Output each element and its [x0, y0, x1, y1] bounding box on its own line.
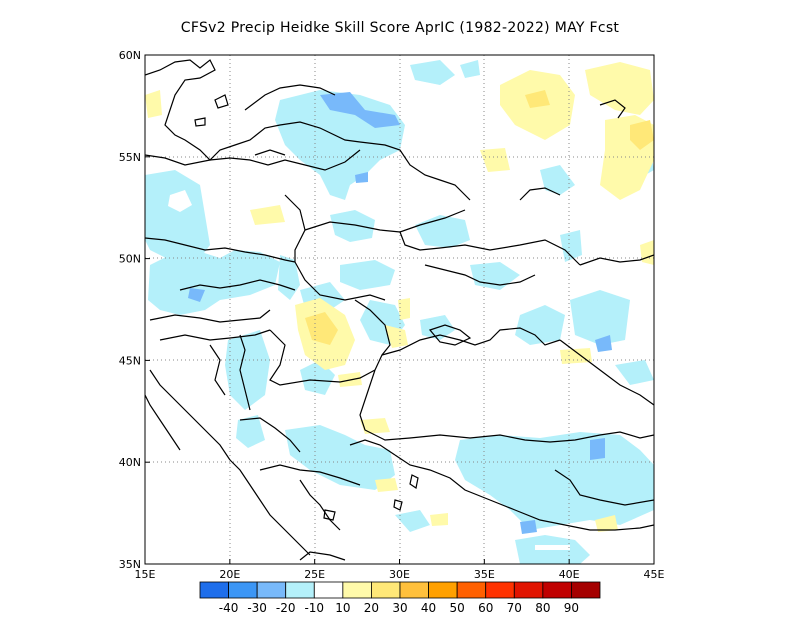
x-tick-label: 25E	[304, 568, 325, 581]
colorbar-label: 40	[421, 601, 436, 615]
colorbar-label: 10	[335, 601, 350, 615]
y-axis-ticks: 60N 55N 50N 45N 40N 35N	[119, 49, 150, 571]
x-tick-label: 15E	[135, 568, 156, 581]
y-tick-label: 50N	[119, 253, 141, 266]
x-tick-label: 20E	[219, 568, 240, 581]
colorbar-label: 20	[364, 601, 379, 615]
y-tick-label: 60N	[119, 49, 141, 62]
map-title: CFSv2 Precip Heidke Skill Score AprIC (1…	[180, 20, 620, 36]
colorbar-label: 80	[535, 601, 550, 615]
x-tick-label: 30E	[389, 568, 410, 581]
colorbar-label: 60	[478, 601, 493, 615]
colorbar-swatch	[399, 581, 429, 599]
colorbar-label: 90	[564, 601, 579, 615]
colorbar-label: 30	[392, 601, 407, 615]
colorbar-swatch	[428, 581, 458, 599]
y-tick-label: 55N	[119, 151, 141, 164]
colorbar-label: 50	[450, 601, 465, 615]
coastlines-borders	[145, 59, 654, 561]
x-axis-ticks: 15E 20E 25E 30E 35E 40E 45E	[135, 559, 665, 581]
shading-yellow	[305, 90, 654, 345]
colorbar-swatch	[485, 581, 515, 599]
colorbar-swatch	[456, 581, 487, 599]
colorbar-swatch	[542, 581, 572, 599]
x-tick-label: 45E	[644, 568, 665, 581]
colorbar-swatch	[513, 581, 544, 599]
colorbar-label: -40	[219, 601, 239, 615]
color-bar: -40 -30 -20 -10 10 20 30 40 50 60 70 80 90	[199, 581, 601, 615]
colorbar-swatch	[571, 581, 601, 599]
colorbar-swatch	[228, 581, 258, 599]
y-tick-label: 35N	[119, 558, 141, 571]
colorbar-swatch	[199, 581, 229, 599]
colorbar-label: 70	[507, 601, 522, 615]
colorbar-swatch	[285, 581, 315, 599]
colorbar-label: -10	[304, 601, 324, 615]
colorbar-swatch	[371, 581, 401, 599]
y-tick-label: 40N	[119, 456, 141, 469]
shading-holes	[168, 190, 570, 550]
colorbar-label: -20	[276, 601, 296, 615]
colorbar-label: -30	[247, 601, 267, 615]
y-tick-label: 45N	[119, 354, 141, 367]
colorbar-swatch	[342, 581, 372, 599]
colorbar-swatch	[313, 581, 344, 599]
x-tick-label: 40E	[559, 568, 580, 581]
colorbar-swatch	[256, 581, 287, 599]
x-tick-label: 35E	[474, 568, 495, 581]
shading-medium-blue	[188, 92, 612, 534]
